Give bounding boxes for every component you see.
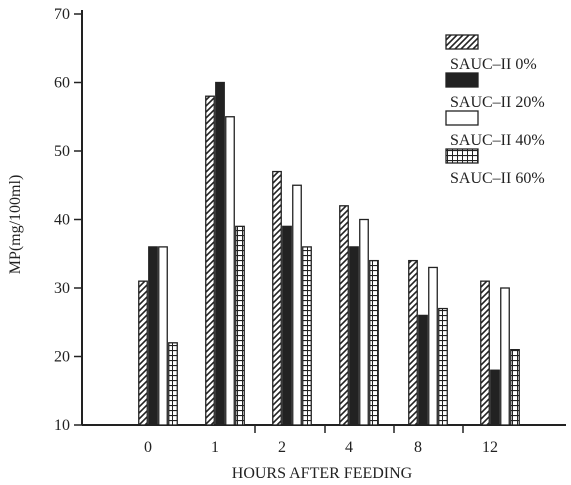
x-axis-label: HOURS AFTER FEEDING [232, 465, 413, 482]
bar-s60-8h [438, 307, 448, 426]
x-tick-labels: 0 1 2 4 8 12 [144, 439, 498, 456]
legend-label: SAUC–II 20% [450, 94, 545, 111]
bar-s60-4h [369, 259, 379, 426]
bar-s0-0h [138, 280, 148, 426]
y-axis-label: MP(mg/100ml) [7, 175, 24, 275]
y-tick-label: 30 [54, 280, 70, 297]
legend-swatch [445, 34, 479, 50]
bar-s0-8h [408, 259, 418, 426]
x-tick-label: 1 [211, 439, 219, 456]
bar-s40-2h [292, 184, 302, 426]
bar-s40-1h [225, 116, 235, 426]
bar-s0-1h [205, 95, 215, 426]
bar-s20-8h [418, 314, 428, 426]
legend-swatch [445, 110, 479, 126]
bars [138, 81, 520, 426]
bar-s60-2h [302, 246, 312, 426]
x-tick-label: 4 [345, 439, 353, 456]
bar-s20-2h [282, 225, 292, 426]
y-tick-label: 20 [54, 349, 70, 366]
bar-s60-12h [510, 348, 520, 426]
bar-s0-4h [339, 205, 349, 426]
legend: SAUC–II 0% SAUC–II 20% SAUC–II 40% SAUC–II … [445, 34, 545, 187]
bar-s60-1h [235, 225, 245, 426]
x-tick-label: 2 [278, 439, 286, 456]
bar-s40-8h [428, 266, 438, 426]
legend-label: SAUC–II 40% [450, 132, 545, 149]
bar-s20-4h [349, 246, 359, 426]
bar-s40-12h [500, 287, 510, 426]
bar-s20-1h [215, 81, 225, 426]
y-tick-label: 60 [54, 75, 70, 92]
legend-label: SAUC–II 60% [450, 170, 545, 187]
legend-swatch [445, 148, 479, 164]
bar-s40-0h [158, 246, 168, 426]
bar-s20-12h [490, 369, 500, 426]
y-tick-label: 10 [54, 417, 70, 434]
legend-label: SAUC–II 0% [450, 56, 537, 73]
y-tick-label: 50 [54, 143, 70, 160]
bar-s0-12h [480, 280, 490, 426]
x-tick-label: 0 [144, 439, 152, 456]
legend-swatch [445, 72, 479, 88]
bar-s0-2h [272, 170, 282, 426]
x-tick-label: 12 [482, 439, 498, 456]
bar-s40-4h [359, 218, 369, 426]
y-tick-label: 70 [54, 6, 70, 23]
x-tick-label: 8 [414, 439, 422, 456]
y-tick-labels: 10 20 30 40 50 60 70 [54, 6, 70, 434]
y-tick-label: 40 [54, 212, 70, 229]
bar-s60-0h [168, 342, 178, 426]
bar-s20-0h [148, 246, 158, 426]
